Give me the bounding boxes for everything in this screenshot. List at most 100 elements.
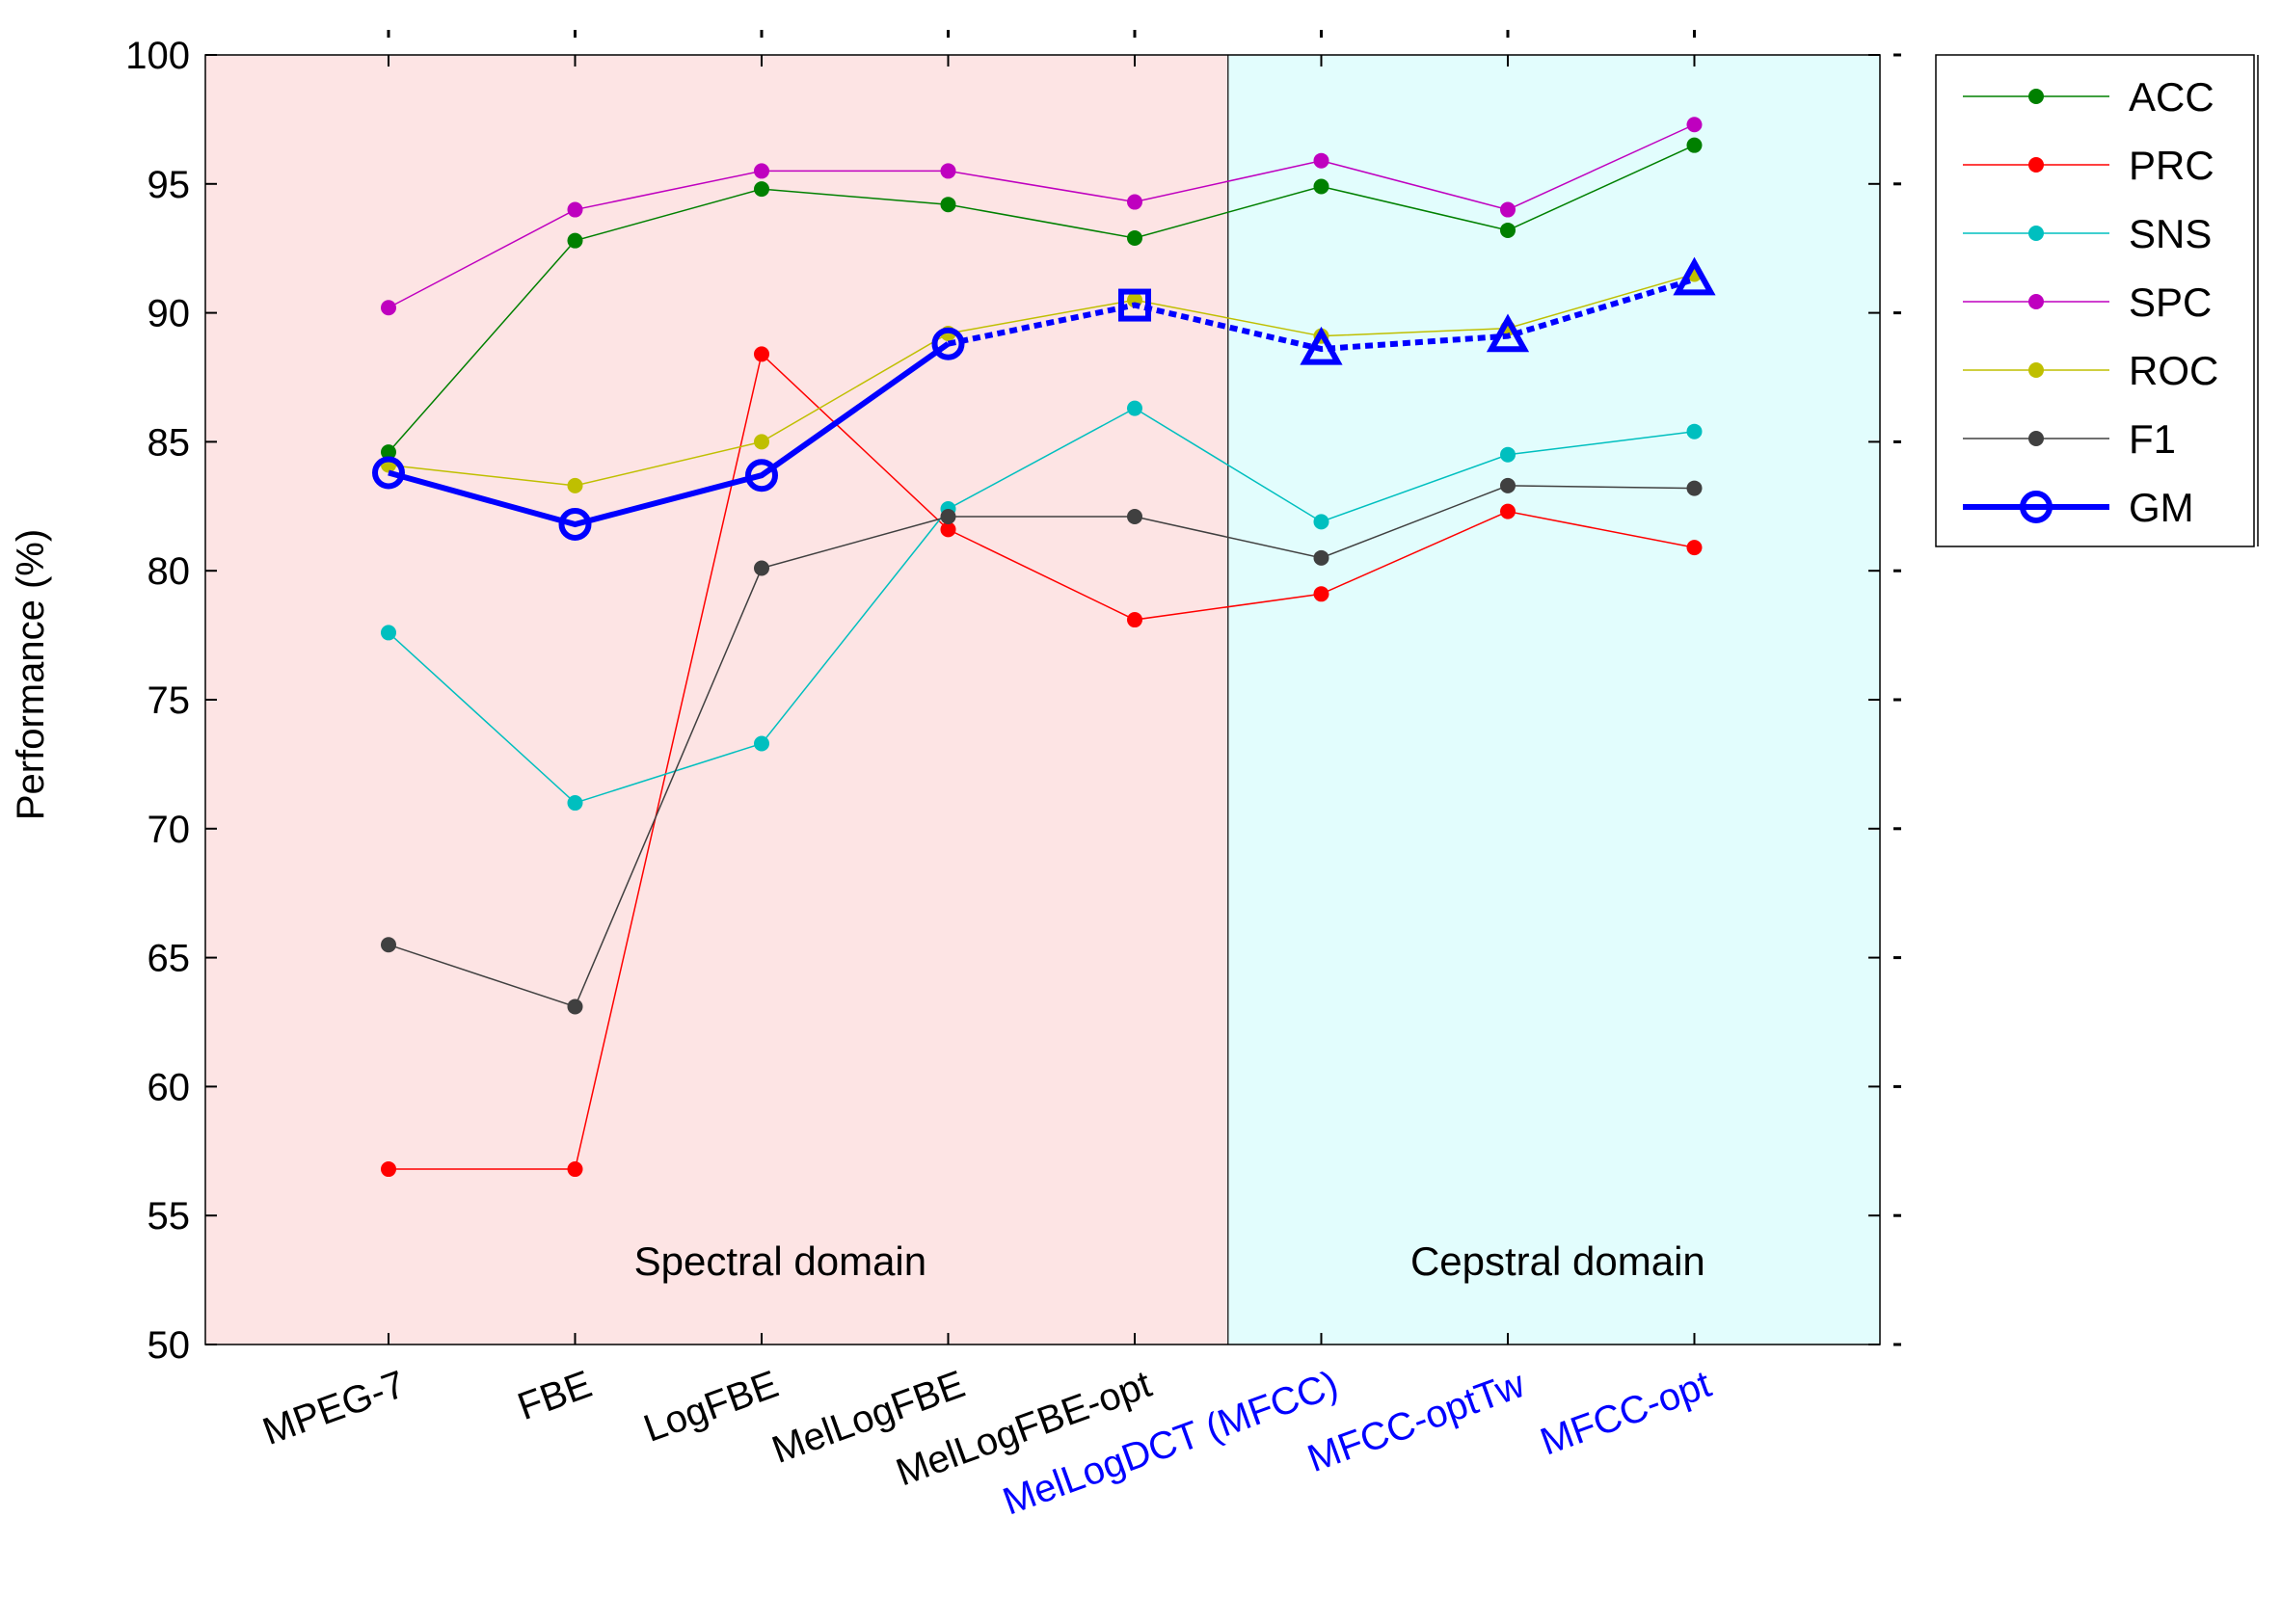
y-tick-label: 50 bbox=[148, 1324, 191, 1367]
series-line bbox=[389, 352, 1695, 1170]
region-label: Cepstral domain bbox=[1410, 1238, 1705, 1284]
region-background-1 bbox=[1227, 55, 1880, 1344]
data-point bbox=[1313, 152, 1329, 169]
data-point bbox=[940, 521, 956, 538]
x-tick-label: MFCC-optTw bbox=[1302, 1363, 1531, 1480]
legend-marker bbox=[2028, 157, 2044, 173]
data-point bbox=[381, 625, 396, 641]
region-labels: Spectral domain Cepstral domain bbox=[634, 1238, 1705, 1284]
y-tick-label: 100 bbox=[125, 35, 190, 77]
y-axis: 50 55 60 65 70 75 80 85 90 95 100 bbox=[125, 35, 1901, 1367]
data-point bbox=[381, 937, 396, 953]
x-tick-label: MFCC-opt bbox=[1535, 1363, 1716, 1463]
series-layer bbox=[372, 117, 1716, 1178]
data-point bbox=[754, 560, 769, 576]
data-point bbox=[754, 181, 769, 198]
legend-item-spc: SPC bbox=[1963, 280, 2212, 325]
data-point bbox=[931, 327, 965, 360]
series-line bbox=[388, 123, 1695, 308]
series-gm bbox=[372, 256, 1716, 542]
data-point bbox=[1313, 514, 1329, 530]
data-point bbox=[940, 197, 956, 213]
x-tick-label: FBE bbox=[512, 1363, 597, 1428]
legend-item-f1: F1 bbox=[1963, 416, 2176, 462]
y-tick-label: 75 bbox=[148, 679, 191, 722]
legend-item-acc: ACC bbox=[1963, 74, 2214, 120]
data-point bbox=[1686, 117, 1703, 133]
data-point bbox=[940, 163, 956, 179]
data-point bbox=[381, 444, 396, 461]
data-point bbox=[745, 459, 778, 493]
y-tick-label: 85 bbox=[148, 421, 191, 464]
data-point bbox=[754, 434, 769, 450]
data-point bbox=[567, 795, 583, 812]
data-point bbox=[372, 456, 405, 490]
data-point bbox=[1313, 549, 1329, 566]
legend-label: PRC bbox=[2129, 143, 2214, 188]
legend-marker bbox=[2028, 362, 2044, 378]
data-point bbox=[1500, 201, 1516, 218]
legend-marker bbox=[2028, 226, 2044, 241]
data-point bbox=[754, 346, 769, 362]
data-point bbox=[567, 232, 583, 249]
data-point bbox=[381, 1161, 396, 1178]
legend-label: ROC bbox=[2129, 348, 2218, 393]
series-line bbox=[388, 485, 1695, 1008]
data-point bbox=[567, 1161, 583, 1178]
x-tick-label: LogFBE bbox=[638, 1363, 784, 1451]
series-f1 bbox=[381, 477, 1703, 1015]
data-point bbox=[754, 735, 769, 752]
legend-label: ACC bbox=[2129, 74, 2214, 120]
y-tick-label: 60 bbox=[148, 1066, 191, 1108]
data-point bbox=[1500, 477, 1516, 493]
series-spc bbox=[381, 117, 1703, 316]
data-point bbox=[381, 300, 396, 316]
data-point bbox=[940, 509, 956, 525]
series-line-solid bbox=[388, 341, 951, 528]
y-tick-label: 55 bbox=[148, 1195, 191, 1238]
y-tick-label: 70 bbox=[148, 809, 191, 851]
data-point bbox=[1500, 446, 1516, 463]
legend-item-prc: PRC bbox=[1963, 143, 2214, 188]
data-point bbox=[558, 508, 592, 542]
data-point bbox=[1127, 612, 1142, 628]
legend-box bbox=[1935, 54, 2255, 547]
y-axis-label: Performance (%) bbox=[10, 529, 52, 820]
legend-label: SPC bbox=[2129, 280, 2212, 325]
legend: ACC PRC SNS SPC ROC F1 GM bbox=[1935, 54, 2259, 547]
data-point bbox=[1500, 503, 1516, 519]
data-point bbox=[1686, 540, 1703, 556]
region-background-0 bbox=[205, 55, 1228, 1344]
data-point bbox=[1686, 137, 1703, 153]
data-point bbox=[1486, 313, 1530, 353]
series-line bbox=[388, 407, 1695, 804]
legend-item-roc: ROC bbox=[1963, 348, 2218, 393]
y-tick-label: 90 bbox=[148, 293, 191, 335]
data-point bbox=[1127, 229, 1142, 246]
legend-label: F1 bbox=[2129, 416, 2176, 462]
series-line bbox=[388, 273, 1695, 487]
y-tick-label: 95 bbox=[148, 164, 191, 206]
data-point bbox=[1673, 256, 1716, 296]
legend-item-gm: GM bbox=[1963, 485, 2194, 530]
legend-label: SNS bbox=[2129, 211, 2212, 256]
region-label: Spectral domain bbox=[634, 1238, 927, 1284]
data-point bbox=[567, 998, 583, 1015]
legend-marker bbox=[2020, 491, 2053, 523]
series-prc bbox=[381, 346, 1703, 1178]
data-point bbox=[1313, 178, 1329, 195]
data-point bbox=[1686, 480, 1703, 496]
data-point bbox=[1300, 326, 1343, 365]
legend-item-sns: SNS bbox=[1963, 211, 2212, 256]
legend-marker bbox=[2028, 431, 2044, 446]
data-point bbox=[567, 477, 583, 493]
data-point bbox=[754, 163, 769, 179]
series-line bbox=[388, 144, 1695, 453]
legend-marker bbox=[2028, 89, 2044, 104]
data-point bbox=[1313, 586, 1329, 602]
data-point bbox=[1500, 222, 1516, 238]
data-point bbox=[1118, 288, 1151, 322]
data-point bbox=[1127, 509, 1142, 525]
series-line-dotted bbox=[947, 276, 1696, 353]
